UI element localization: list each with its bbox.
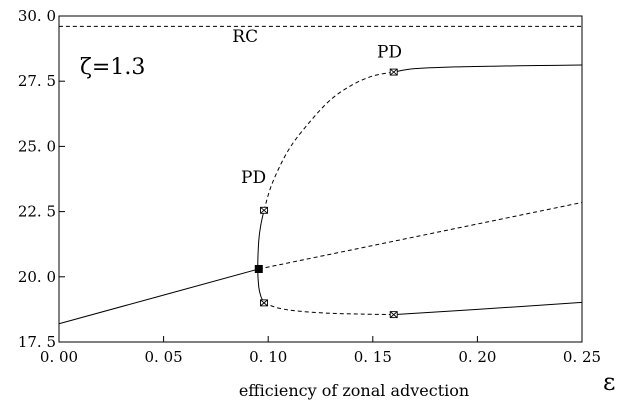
x-axis-label: efficiency of zonal advection: [239, 381, 469, 400]
y-tick-label: 22. 5: [18, 203, 56, 221]
x-axis-symbol: ε: [603, 368, 615, 396]
annotation-layer: RC PD PD: [232, 27, 402, 188]
series-line-6: [263, 302, 394, 316]
pd-point-marker-4: [389, 311, 398, 319]
x-tick-label: 0. 10: [249, 348, 287, 366]
x-tick-label: 0. 20: [458, 348, 496, 366]
hopf-point-marker: [254, 264, 263, 273]
parameter-label: ζ=1.3: [80, 55, 145, 80]
x-tick-label: 0. 05: [145, 348, 183, 366]
annotation-pd: PD: [241, 168, 266, 188]
series-line-1: [58, 268, 259, 325]
x-tick-label: 0. 00: [40, 348, 78, 366]
series-line-4: [263, 71, 394, 211]
series-layer: [58, 25, 583, 325]
series-line-7: [393, 301, 583, 316]
series-line-5: [393, 64, 583, 73]
y-tick-label: 30. 0: [18, 7, 56, 25]
plot-frame: [58, 15, 583, 343]
x-tick-label: 0. 15: [354, 348, 392, 366]
annotation-pd: PD: [377, 43, 402, 63]
marker-layer: [254, 68, 398, 319]
tick-layer: 0. 00 0. 05 0. 10 0. 15 0. 20 0. 25 17. 5 20. 0…: [18, 7, 601, 366]
y-tick-label: 20. 0: [18, 268, 56, 286]
annotation-rc: RC: [232, 27, 258, 47]
pd-point-marker-1: [260, 206, 268, 214]
y-tick-label: 17. 5: [18, 333, 56, 351]
x-tick-label: 0. 25: [563, 348, 601, 366]
y-tick-label: 27. 5: [18, 72, 56, 90]
series-line-3: [257, 210, 265, 304]
pd-point-marker-3: [389, 68, 398, 76]
pd-point-marker-2: [260, 299, 268, 307]
y-tick-label: 25. 0: [18, 137, 56, 155]
series-line-2: [258, 201, 583, 270]
